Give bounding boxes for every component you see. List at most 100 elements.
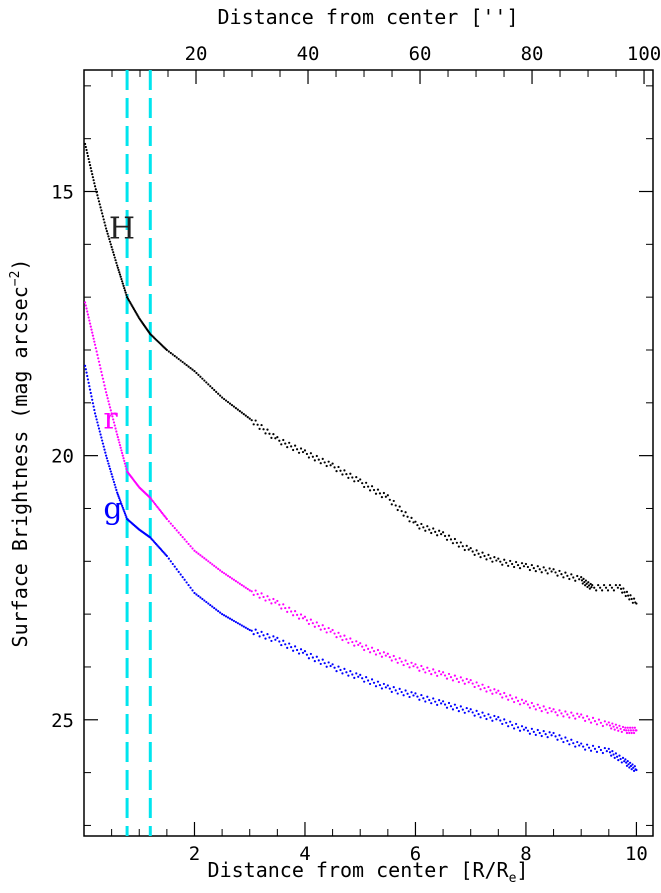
- data-point: [618, 754, 621, 757]
- data-point: [325, 631, 328, 634]
- data-point: [270, 436, 273, 440]
- data-point: [618, 724, 621, 727]
- data-point: [288, 606, 291, 609]
- data-point: [230, 618, 234, 621]
- data-point: [538, 706, 541, 709]
- data-point: [628, 598, 631, 601]
- data-point: [112, 480, 116, 484]
- data-point: [116, 266, 119, 269]
- data-point: [473, 553, 476, 556]
- data-point: [447, 672, 451, 676]
- data-point: [209, 603, 212, 607]
- data-point: [217, 610, 220, 613]
- data-point: [436, 674, 439, 677]
- data-point: [91, 176, 95, 179]
- data-point: [461, 545, 464, 548]
- data-point: [295, 613, 299, 616]
- data-point: [90, 395, 93, 398]
- data-point: [615, 726, 619, 729]
- data-point: [337, 631, 340, 634]
- data-point: [390, 659, 393, 662]
- data-point: [461, 679, 464, 682]
- data-point: [489, 716, 492, 719]
- data-point: [123, 512, 127, 515]
- data-point: [402, 514, 405, 517]
- data-point: [623, 728, 626, 732]
- data-point: [582, 716, 585, 719]
- data-point: [453, 674, 457, 677]
- data-point: [586, 715, 589, 718]
- data-point: [396, 661, 399, 664]
- data-point: [169, 351, 172, 355]
- data-point: [546, 572, 549, 575]
- data-point: [96, 194, 99, 197]
- data-point: [313, 660, 316, 663]
- data-point: [264, 599, 267, 602]
- data-point: [341, 638, 344, 642]
- data-point: [491, 719, 494, 722]
- data-point: [586, 585, 589, 589]
- data-point: [416, 666, 419, 669]
- data-point: [513, 565, 516, 569]
- data-point: [568, 577, 571, 581]
- data-point: [250, 419, 253, 422]
- data-point: [614, 752, 618, 755]
- data-point: [110, 412, 113, 415]
- data-point: [120, 502, 123, 506]
- data-point: [465, 706, 468, 710]
- data-point: [418, 669, 421, 672]
- data-point: [258, 596, 261, 599]
- data-point: [349, 637, 352, 640]
- data-point: [455, 541, 458, 544]
- data-point: [290, 646, 293, 649]
- data-point: [382, 651, 385, 654]
- data-point: [339, 469, 342, 472]
- data-point: [589, 582, 592, 586]
- data-point: [230, 403, 234, 407]
- data-point: [414, 663, 417, 666]
- data-point: [564, 710, 567, 713]
- data-point: [384, 654, 387, 657]
- data-point: [117, 268, 120, 272]
- data-point: [461, 708, 464, 711]
- data-point: [479, 688, 482, 691]
- data-point: [556, 714, 559, 717]
- data-point: [546, 736, 549, 739]
- data-point: [236, 622, 239, 625]
- data-point: [102, 380, 105, 384]
- data-point: [604, 586, 608, 589]
- data-point: [438, 529, 441, 532]
- data-point: [280, 443, 283, 446]
- data-point: [270, 602, 273, 605]
- data-point: [572, 576, 575, 579]
- data-point: [534, 708, 537, 711]
- data-point: [459, 541, 462, 544]
- data-point: [469, 679, 472, 682]
- data-point: [85, 148, 88, 152]
- data-point: [618, 583, 621, 587]
- data-point: [507, 698, 510, 701]
- data-point: [392, 654, 395, 658]
- data-point: [175, 529, 178, 532]
- data-point: [284, 606, 287, 610]
- data-point: [115, 430, 118, 433]
- data-point: [509, 720, 512, 723]
- data-point: [587, 746, 591, 749]
- data-point: [252, 633, 255, 636]
- data-point: [205, 600, 208, 604]
- data-point: [321, 658, 324, 661]
- data-point: [149, 496, 152, 500]
- data-point: [111, 248, 114, 251]
- data-point: [590, 586, 593, 589]
- data-point: [299, 613, 303, 616]
- data-point: [112, 418, 115, 421]
- data-point: [544, 733, 547, 736]
- data-point: [84, 364, 87, 367]
- data-point: [116, 264, 119, 267]
- data-point: [118, 441, 121, 444]
- data-point: [622, 587, 625, 590]
- data-point: [86, 378, 90, 381]
- data-point: [111, 475, 114, 478]
- data-point: [169, 522, 172, 525]
- data-point: [268, 598, 271, 601]
